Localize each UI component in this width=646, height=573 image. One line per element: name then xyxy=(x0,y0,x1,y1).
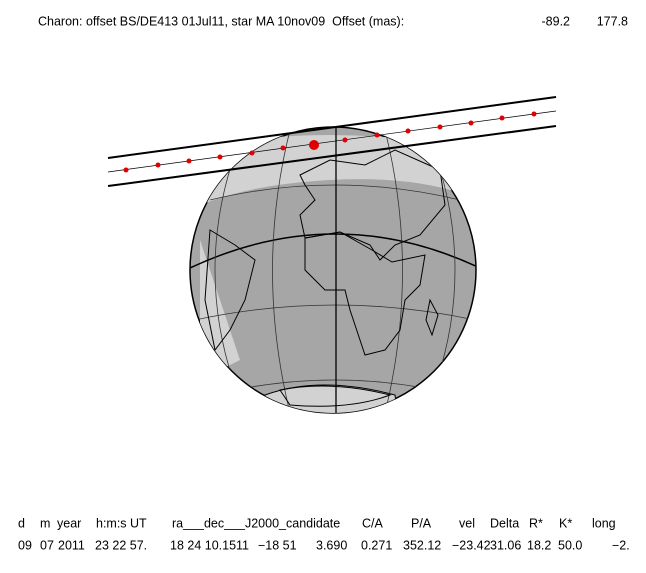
column-header: Delta xyxy=(490,516,519,530)
table-cell: 50.0 xyxy=(558,538,582,552)
column-header: m xyxy=(40,516,50,530)
title: Charon: offset BS/DE413 01Jul11, star MA… xyxy=(38,14,404,28)
offset-x: -89.2 xyxy=(542,14,571,28)
column-header: h:m:s UT xyxy=(96,516,147,530)
table-cell: −18 51 xyxy=(258,538,297,552)
table-cell: 0.271 xyxy=(361,538,392,552)
column-header: C/A xyxy=(362,516,384,530)
column-header: ra___dec___J2000_candidate xyxy=(172,516,340,530)
table-cell: 18.2 xyxy=(527,538,551,552)
column-header: year xyxy=(57,516,81,530)
event-table: d m year h:m:s UT ra___dec___J2000_candidate… xyxy=(18,516,630,552)
column-header: d xyxy=(18,516,25,530)
column-header: R* xyxy=(529,516,543,530)
table-cell: 23 22 57. xyxy=(95,538,147,552)
table-cell: 3.690 xyxy=(316,538,347,552)
column-header: P/A xyxy=(411,516,432,530)
table-cell: 18 24 10.1511 xyxy=(170,538,249,552)
offset-y: 177.8 xyxy=(597,14,628,28)
table-cell: 352.12 xyxy=(403,538,441,552)
column-header: K* xyxy=(559,516,572,530)
column-header: vel xyxy=(459,516,475,530)
table-cell: 09 xyxy=(18,538,32,552)
table-cell: 07 xyxy=(40,538,54,552)
table-cell: 2011 xyxy=(58,538,85,552)
shadow-path xyxy=(107,96,557,187)
table-cell: −23.42 xyxy=(452,538,491,552)
column-header: long xyxy=(592,516,616,530)
table-cell: 31.06 xyxy=(490,538,521,552)
table-cell: −2. xyxy=(612,538,630,552)
globe xyxy=(189,126,477,414)
